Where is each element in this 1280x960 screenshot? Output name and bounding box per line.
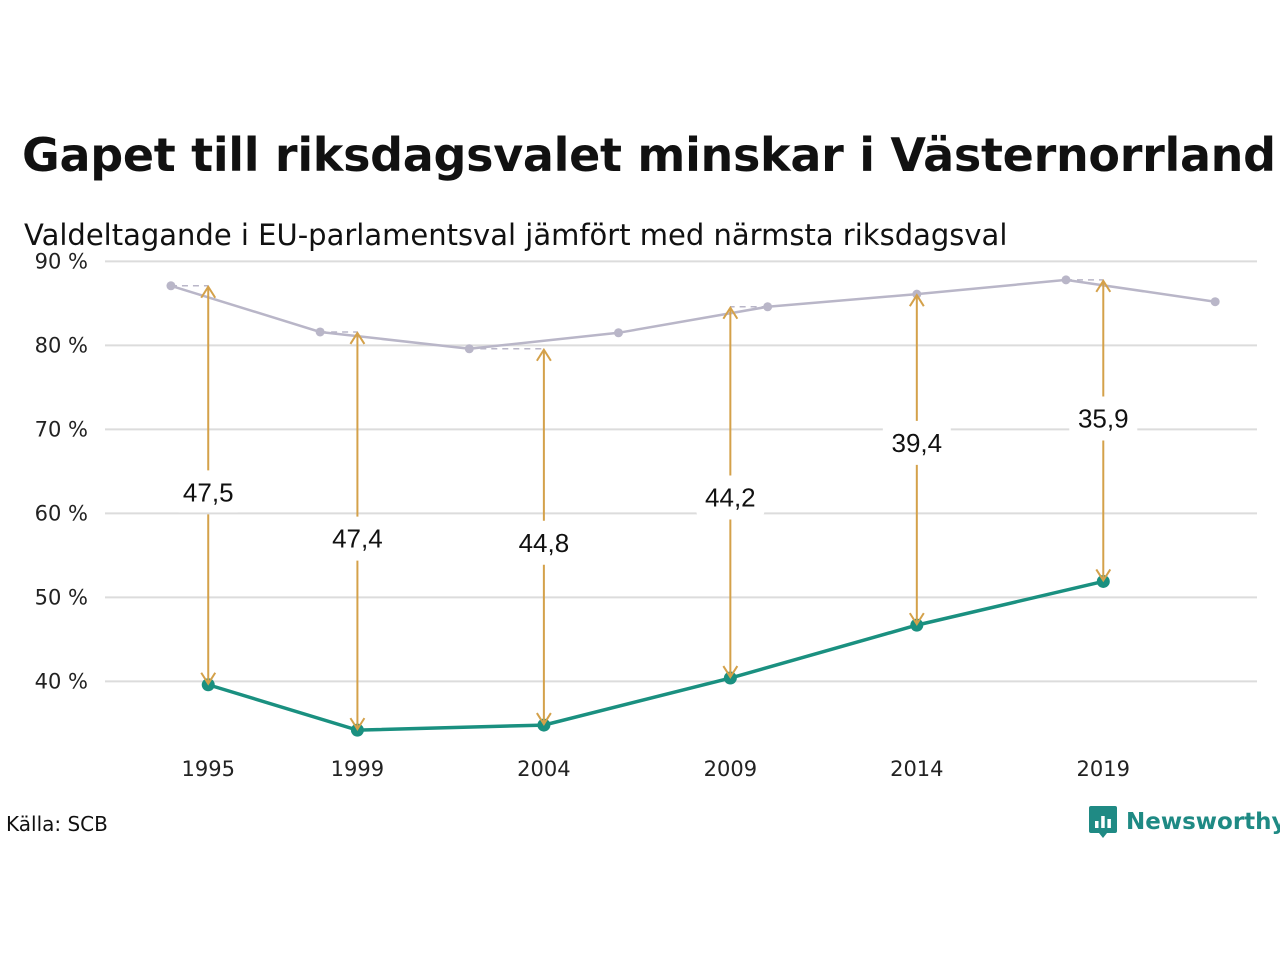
gap-arrowhead-top <box>908 293 925 307</box>
gap-arrowhead-top <box>722 305 739 320</box>
y-tick-label: 50 % <box>35 585 88 609</box>
gap-arrow: 44,2 <box>696 305 768 679</box>
gap-arrow: 35,9 <box>1065 279 1138 583</box>
line-chart: 40 % 50 % 60 % 70 % 80 % 90 % 1995 1999 2004 200… <box>35 249 1257 781</box>
chart-title: Gapet till riksdagsvalet minskar i Väste… <box>22 128 1276 182</box>
gridlines <box>105 260 1257 683</box>
gap-arrow: 47,4 <box>320 331 392 731</box>
y-tick-label: 60 % <box>35 501 88 525</box>
y-tick-label: 90 % <box>35 249 88 273</box>
gap-arrowhead-top <box>349 331 366 345</box>
eu-line <box>207 579 1104 732</box>
x-tick-label: 2009 <box>704 757 757 781</box>
x-tick-label: 2019 <box>1077 757 1130 781</box>
y-axis-ticks: 40 % 50 % 60 % 70 % 80 % 90 % <box>35 249 88 693</box>
y-tick-label: 40 % <box>35 669 88 693</box>
x-axis-ticks: 1995 1999 2004 2009 2014 2019 <box>182 757 1131 781</box>
gap-label: 39,4 <box>892 428 943 458</box>
brand-name: Newsworthy <box>1126 809 1280 835</box>
gap-label-bg <box>323 518 392 559</box>
chart-subtitle: Valdeltagande i EU-parlamentsval jämfört… <box>24 218 1008 252</box>
gap-label-bg <box>696 477 765 518</box>
brand-logo[interactable]: Newsworthy <box>1088 804 1280 840</box>
gap-arrowhead-bottom <box>908 612 925 626</box>
riksdag-point <box>1210 297 1220 307</box>
gap-label-bg <box>174 472 243 513</box>
y-tick-label: 80 % <box>35 333 88 357</box>
gap-label-bg <box>1069 398 1138 439</box>
gap-arrows: 47,5 47,4 44,8 44,2 39,4 35,9 <box>170 279 1138 731</box>
series-eu <box>201 574 1110 737</box>
riksdag-line <box>170 278 1216 351</box>
gap-label-bg <box>509 522 578 563</box>
x-tick-label: 1999 <box>331 757 384 781</box>
x-tick-label: 1995 <box>182 757 235 781</box>
gap-label: 44,8 <box>519 528 570 558</box>
gap-arrow: 39,4 <box>882 293 951 626</box>
gap-arrowhead-bottom <box>200 672 217 686</box>
x-tick-label: 2014 <box>890 757 943 781</box>
gap-arrowhead-bottom <box>1095 568 1112 583</box>
gap-arrowhead-bottom <box>349 717 366 731</box>
gap-arrow: 47,5 <box>170 284 243 686</box>
newsworthy-icon <box>1089 806 1117 838</box>
x-tick-label: 2004 <box>517 757 570 781</box>
series-riksdag <box>166 275 1220 354</box>
gap-arrowhead-top <box>1095 279 1112 293</box>
gap-arrowhead-top <box>200 284 217 299</box>
gap-label: 35,9 <box>1078 403 1129 433</box>
riksdag-point <box>613 328 623 338</box>
gap-arrow: 44,8 <box>469 347 578 726</box>
gap-arrowhead-bottom <box>536 712 552 726</box>
source-note: Källa: SCB <box>6 812 108 836</box>
gap-label: 44,2 <box>705 482 756 512</box>
gap-label: 47,4 <box>332 524 383 554</box>
y-tick-label: 70 % <box>35 417 88 441</box>
gap-arrowhead-top <box>536 347 552 362</box>
gap-label-bg <box>882 422 951 463</box>
gap-label: 47,5 <box>183 477 234 507</box>
gap-arrowhead-bottom <box>722 665 739 679</box>
